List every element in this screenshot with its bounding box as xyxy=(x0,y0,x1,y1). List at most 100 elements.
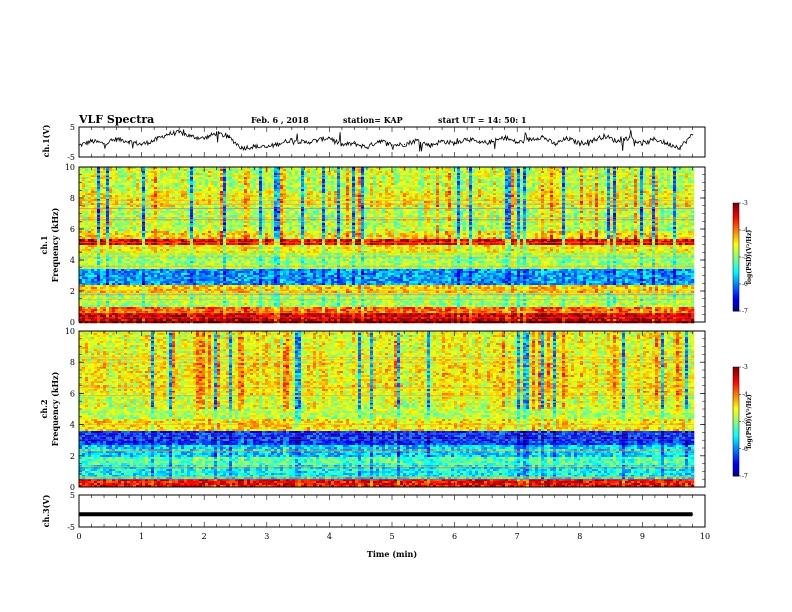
spectrogram-cell xyxy=(136,281,139,283)
spectrogram-cell xyxy=(133,191,136,193)
spectrogram-cell xyxy=(199,233,202,235)
spectrogram-cell xyxy=(151,229,154,231)
spectrogram-cell xyxy=(115,183,118,185)
spectrogram-cell xyxy=(163,187,166,189)
spectrogram-cell xyxy=(196,187,199,189)
spectrogram-cell xyxy=(94,259,97,261)
spectrogram-cell xyxy=(139,211,142,213)
spectrogram-cell xyxy=(157,183,160,185)
spectrogram-cell xyxy=(88,177,91,179)
spectrogram-cell xyxy=(133,305,136,307)
spectrogram-cell xyxy=(199,301,202,303)
spectrogram-cell xyxy=(136,175,139,177)
spectrogram-cell xyxy=(160,281,163,283)
spectrogram-cell xyxy=(202,237,205,239)
spectrogram-cell xyxy=(160,287,163,289)
waveform-point xyxy=(467,138,468,139)
spectrogram-cell xyxy=(157,271,160,273)
spectrogram-cell xyxy=(160,233,163,235)
spectrogram-cell xyxy=(205,269,208,271)
spectrogram-cell xyxy=(196,295,199,297)
spectrogram-cell xyxy=(118,245,121,247)
spectrogram-cell xyxy=(124,183,127,185)
spectrogram-cell xyxy=(112,273,115,275)
spectrogram-cell xyxy=(91,315,94,317)
spectrogram-cell xyxy=(178,181,181,183)
spectrogram-cell xyxy=(187,269,190,271)
spectrogram-cell xyxy=(130,269,133,271)
spectrogram-cell xyxy=(85,249,88,251)
spectrogram-cell xyxy=(151,181,154,183)
spectrogram-cell xyxy=(175,237,178,239)
spectrogram-cell xyxy=(205,219,208,221)
spectrogram-cell xyxy=(187,271,190,273)
spectrogram-cell xyxy=(193,271,196,273)
spectrogram-cell xyxy=(85,209,88,211)
spectrogram-cell xyxy=(175,279,178,281)
spectrogram-cell xyxy=(94,227,97,229)
spectrogram-cell xyxy=(103,245,106,247)
spectrogram-cell xyxy=(160,305,163,307)
spectrogram-cell xyxy=(163,319,166,321)
spectrogram-cell xyxy=(94,277,97,279)
spectrogram-cell xyxy=(178,287,181,289)
spectrogram-cell xyxy=(130,285,133,287)
spectrogram-cell xyxy=(97,261,100,263)
spectrogram-cell xyxy=(103,231,106,233)
spectrogram-cell xyxy=(112,215,115,217)
spectrogram-cell xyxy=(181,201,184,203)
spectrogram-cell xyxy=(103,295,106,297)
spectrogram-cell xyxy=(121,303,124,305)
spectrogram-cell xyxy=(82,247,85,249)
spectrogram-cell xyxy=(175,243,178,245)
spectrogram-cell xyxy=(187,233,190,235)
spectrogram-cell xyxy=(100,283,103,285)
waveform-point xyxy=(291,139,292,140)
spectrogram-cell xyxy=(178,231,181,233)
spectrogram-cell xyxy=(133,281,136,283)
spectrogram-cell xyxy=(211,185,214,187)
spectrogram-cell xyxy=(85,261,88,263)
spectrogram-cell xyxy=(169,215,172,217)
spectrogram-cell xyxy=(142,175,145,177)
spectrogram-cell xyxy=(118,239,121,241)
spectrogram-cell xyxy=(181,185,184,187)
spectrogram-cell xyxy=(142,191,145,193)
spectrogram-cell xyxy=(199,179,202,181)
spectrogram-cell xyxy=(151,313,154,315)
spectrogram-cell xyxy=(169,205,172,207)
spectrogram-cell xyxy=(202,177,205,179)
spectrogram-cell xyxy=(118,229,121,231)
spectrogram-cell xyxy=(169,201,172,203)
spectrogram-cell xyxy=(91,243,94,245)
spectrogram-cell xyxy=(133,231,136,233)
spectrogram-cell xyxy=(139,235,142,237)
spectrogram-cell xyxy=(175,301,178,303)
spectrogram-cell xyxy=(82,273,85,275)
spectrogram-cell xyxy=(130,181,133,183)
spectrogram-cell xyxy=(100,275,103,277)
spectrogram-cell xyxy=(127,273,130,275)
spectrogram-cell xyxy=(121,177,124,179)
spectrogram-cell xyxy=(124,209,127,211)
spectrogram-cell xyxy=(109,185,112,187)
spectrogram-cell xyxy=(205,277,208,279)
spectrogram-cell xyxy=(169,227,172,229)
spectrogram-cell xyxy=(142,275,145,277)
spectrogram-cell xyxy=(145,189,148,191)
spectrogram-cell xyxy=(208,201,211,203)
spectrogram-cell xyxy=(109,239,112,241)
spectrogram-cell xyxy=(82,205,85,207)
spectrogram-cell xyxy=(88,229,91,231)
waveform-point xyxy=(316,140,317,141)
spectrogram-cell xyxy=(148,249,151,251)
spectrogram-cell xyxy=(130,315,133,317)
spectrogram-cell xyxy=(118,303,121,305)
spectrogram-cell xyxy=(208,181,211,183)
spectrogram-cell xyxy=(94,307,97,309)
spectrogram-cell xyxy=(172,295,175,297)
spectrogram-cell xyxy=(85,211,88,213)
spectrogram-cell xyxy=(115,227,118,229)
spectrogram-cell xyxy=(130,215,133,217)
spectrogram-cell xyxy=(124,281,127,283)
